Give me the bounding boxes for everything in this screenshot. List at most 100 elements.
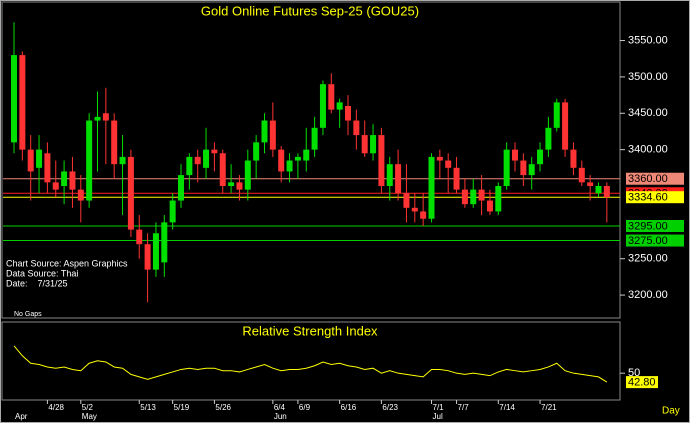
candle-body: [152, 233, 159, 270]
candle-body: [328, 84, 335, 110]
candle-body: [428, 156, 435, 219]
candle-body: [361, 135, 368, 154]
rsi-line: [13, 345, 608, 383]
candle-body: [503, 149, 510, 186]
candle-body: [386, 164, 393, 186]
candle-body: [203, 149, 210, 168]
x-tick-label: 6/9: [299, 403, 311, 412]
candle-body: [336, 102, 343, 110]
annotation: Date: 7/31/25: [6, 278, 68, 288]
candle-body: [136, 229, 143, 245]
y-tick-label: 3550.00: [628, 34, 668, 46]
x-tick-label: 6/23: [382, 403, 398, 412]
candle-body: [19, 55, 26, 150]
candle-body: [269, 120, 276, 150]
candle-body: [420, 211, 427, 219]
x-tick-label: 5/13: [140, 403, 156, 412]
candle-body: [461, 189, 468, 205]
level-label-box: [626, 191, 684, 204]
x-tick-label: 6/4: [274, 403, 286, 412]
y-tick-label: 3500.00: [628, 71, 668, 83]
candle-body: [111, 120, 118, 165]
x-tick-label: 5/26: [215, 403, 231, 412]
candle-body: [545, 127, 552, 150]
x-tick-label: 4/28: [48, 403, 64, 412]
x-month-label: Apr: [15, 412, 28, 421]
candle-body: [244, 160, 251, 190]
level-label: 3334.60: [628, 192, 668, 204]
candle-body: [470, 189, 477, 205]
candle-body: [478, 189, 485, 201]
rsi-label-box: [626, 376, 658, 389]
candle-body: [36, 149, 43, 168]
candle-body: [537, 149, 544, 165]
x-tick-label: 7/7: [458, 403, 470, 412]
x-tick-label: 5/19: [174, 403, 190, 412]
candle-body: [52, 182, 59, 190]
candle-body: [94, 116, 101, 121]
candle-body: [261, 120, 268, 143]
level-label: 3295.00: [628, 220, 668, 232]
candle-body: [578, 167, 585, 183]
candle-body: [278, 149, 285, 172]
candle-body: [102, 113, 109, 121]
level-label-box: [626, 234, 684, 247]
candle-body: [411, 207, 418, 212]
candle-body: [253, 142, 260, 161]
candle-body: [77, 189, 84, 201]
candle-body: [345, 106, 351, 121]
candle-body: [395, 164, 402, 194]
candle-body: [512, 149, 518, 161]
candle-body: [286, 160, 293, 172]
candle-body: [562, 102, 569, 150]
x-month-label: Jul: [433, 412, 443, 421]
candle-body: [194, 156, 201, 165]
x-tick-label: 7/14: [499, 403, 515, 412]
candle-body: [236, 182, 243, 190]
candle-body: [86, 120, 93, 201]
candle-body: [219, 153, 226, 186]
candle-body: [27, 149, 34, 172]
candle-body: [378, 135, 385, 186]
candle-body: [353, 120, 360, 136]
candle-body: [61, 171, 68, 186]
rsi-last-label: 42.80: [628, 377, 656, 389]
chart-title: Gold Online Futures Sep-25 (GOU25): [201, 3, 419, 18]
rsi-title: Relative Strength Index: [242, 323, 378, 338]
level-label: 3275.00: [628, 235, 668, 247]
candle-body: [403, 193, 410, 208]
candle-body: [486, 200, 493, 212]
candle-body: [436, 156, 443, 161]
price-panel-frame: [1, 1, 621, 319]
candle-body: [161, 222, 168, 263]
x-month-label: Jun: [274, 412, 287, 421]
annotation: Chart Source: Aspen Graphics: [6, 258, 128, 268]
candle-body: [553, 102, 560, 128]
candle-body: [44, 153, 51, 183]
candle-body: [595, 186, 602, 194]
candle-body: [603, 186, 610, 198]
candle-body: [127, 156, 134, 230]
y-tick-label: 3450.00: [628, 107, 668, 119]
candle-body: [319, 84, 326, 128]
candle-body: [370, 135, 377, 154]
candle-body: [453, 167, 460, 190]
candle-body: [11, 55, 17, 143]
candle-body: [520, 160, 527, 176]
rsi-panel-frame: [1, 321, 621, 401]
candle-body: [311, 127, 318, 150]
annotation: No Gaps: [14, 311, 42, 318]
x-month-label: May: [82, 412, 97, 421]
y-tick-label: 3250.00: [628, 253, 668, 265]
candle-body: [570, 149, 577, 168]
candle-body: [169, 200, 176, 223]
x-tick-label: 7/1: [433, 403, 445, 412]
candle-body: [186, 156, 193, 176]
level-label-box: [626, 220, 684, 232]
level-label-box: [626, 172, 684, 185]
candle-body: [178, 175, 184, 201]
y-tick-label: 3400.00: [628, 144, 668, 156]
x-axis-unit: Day: [662, 406, 680, 417]
